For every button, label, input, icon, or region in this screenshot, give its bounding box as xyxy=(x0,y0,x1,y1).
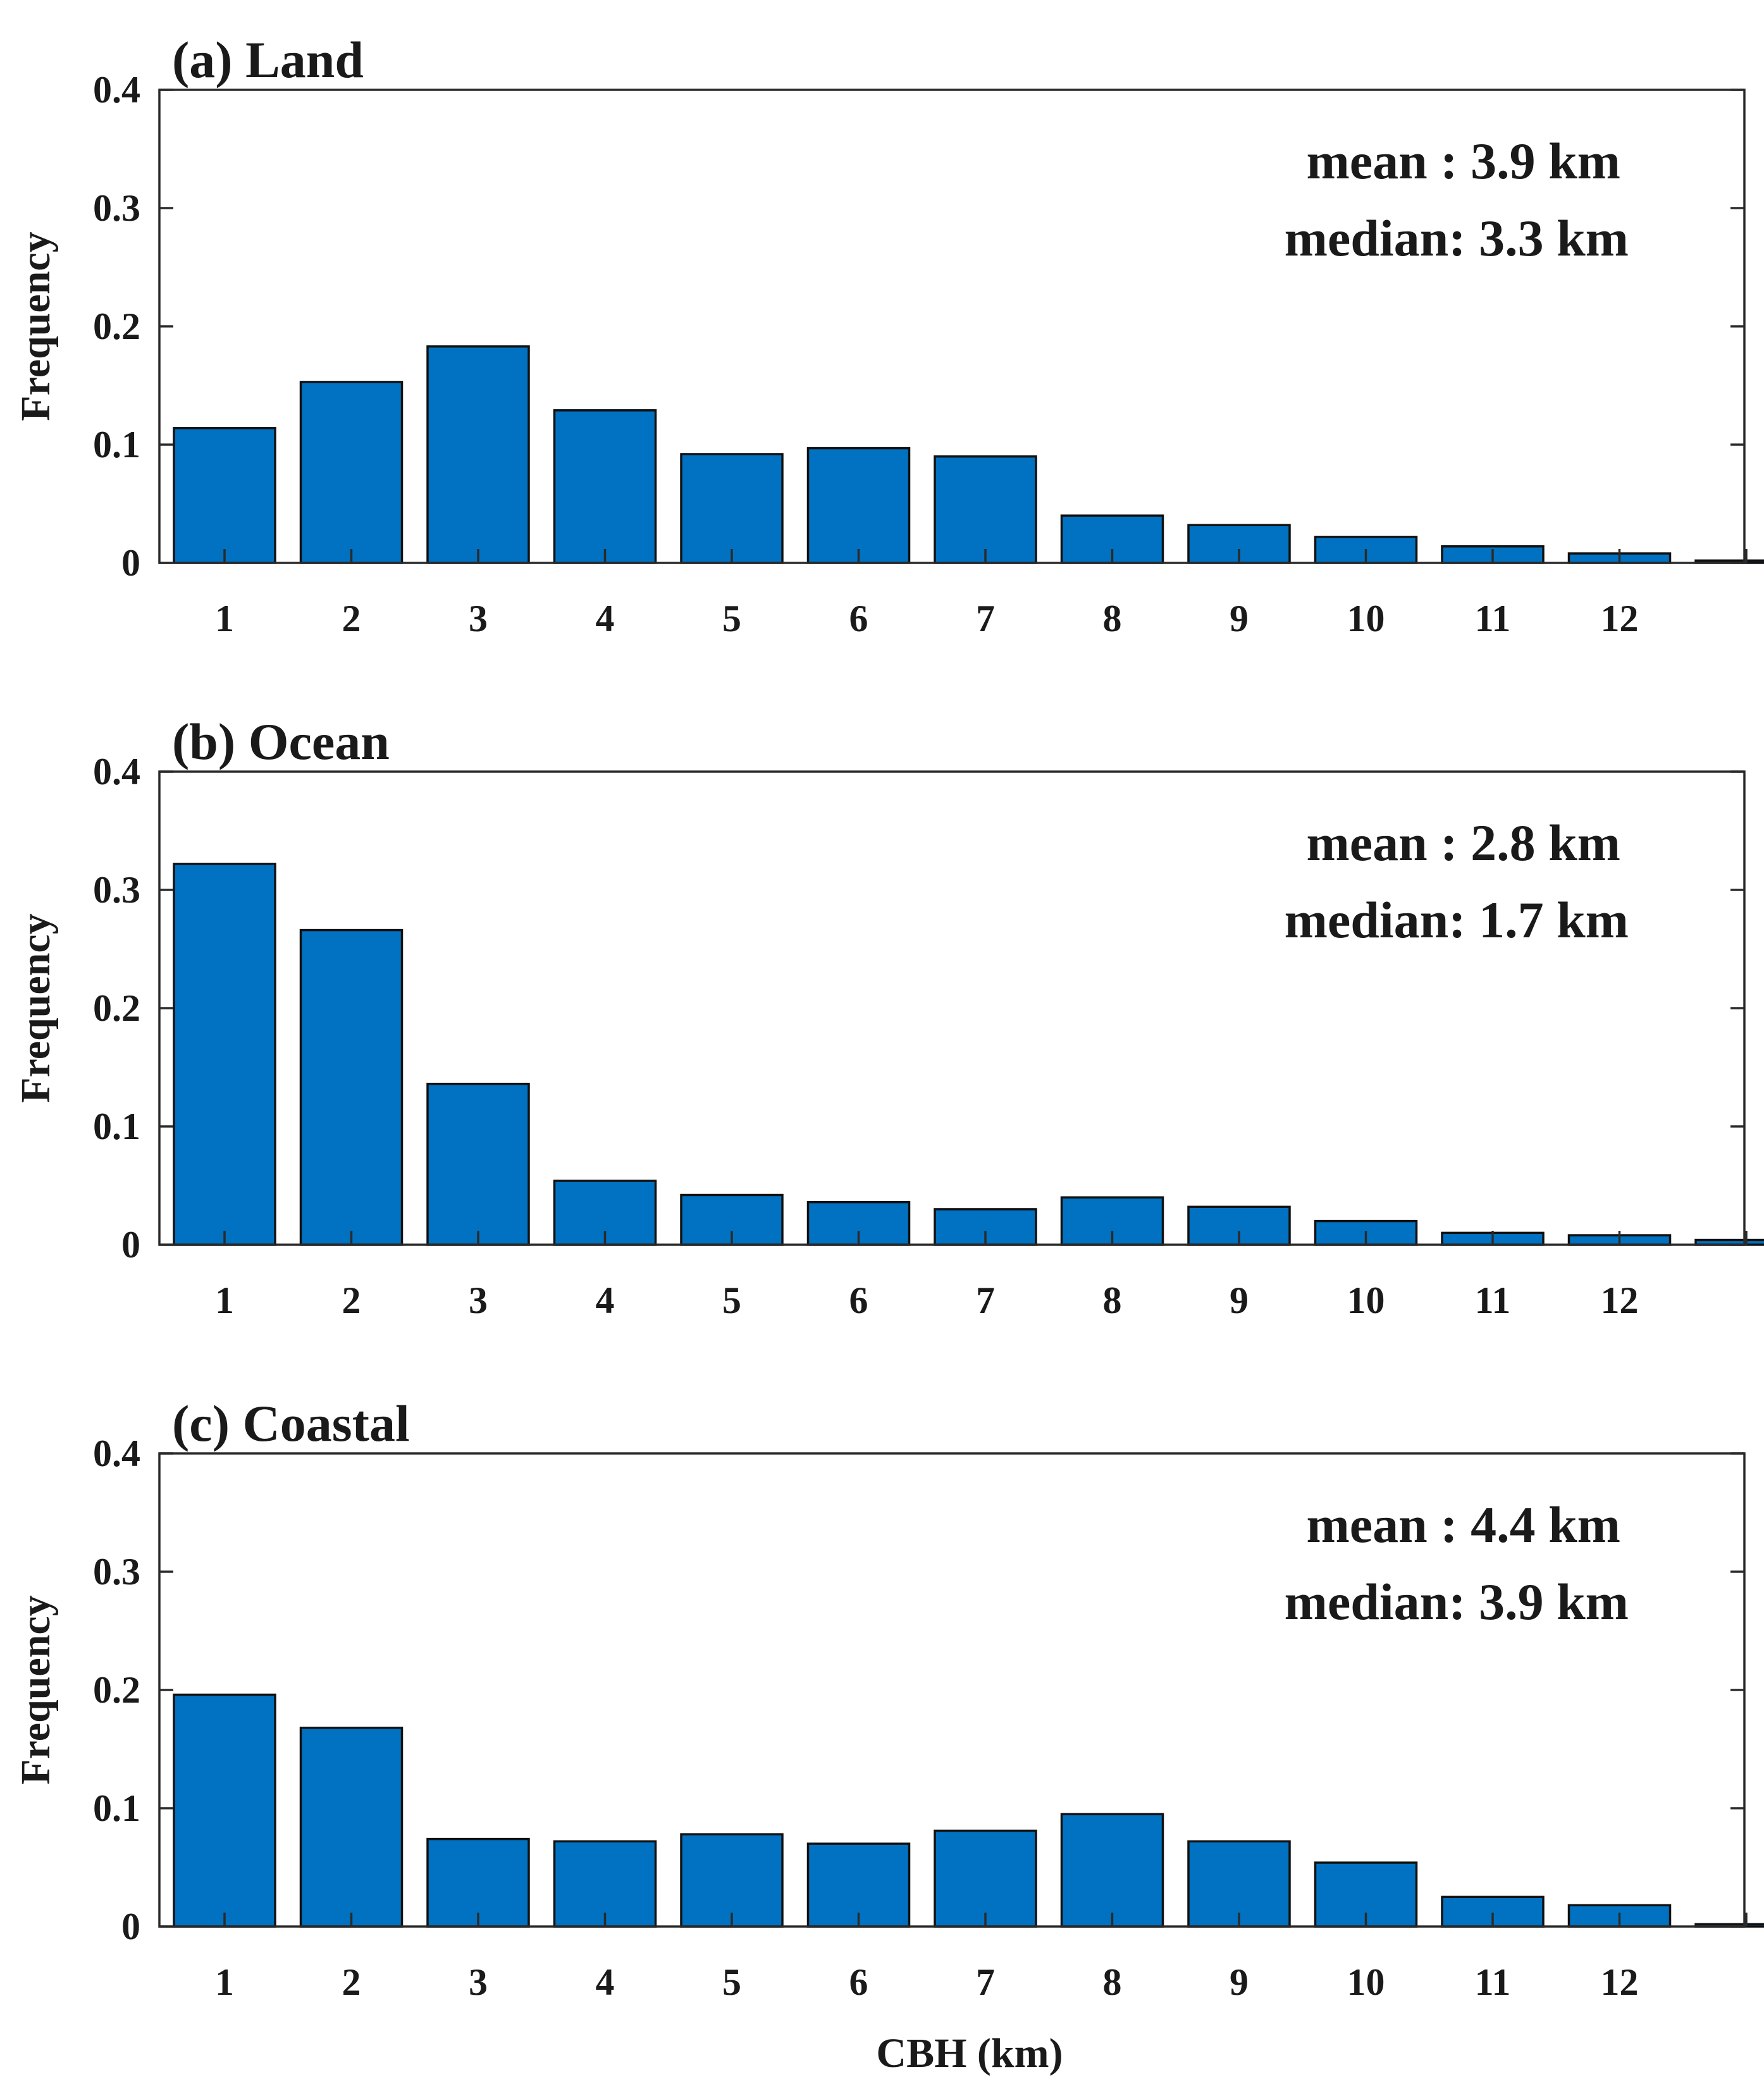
x-tick-label: 1 xyxy=(215,1961,234,2003)
x-tick-label: 12 xyxy=(1601,1961,1639,2003)
x-tick-label: 4 xyxy=(596,1279,615,1321)
mean-annotation: mean : 3.9 km xyxy=(1306,132,1620,190)
x-tick-label: 12 xyxy=(1601,1279,1639,1321)
bar-2 xyxy=(299,381,404,564)
y-tick-label: 0.2 xyxy=(93,987,140,1029)
x-tick-label: 11 xyxy=(1475,1961,1511,2003)
bar-1 xyxy=(173,1693,276,1928)
mean-annotation: mean : 2.8 km xyxy=(1306,814,1620,872)
bar-7 xyxy=(934,1829,1037,1928)
x-tick-label: 11 xyxy=(1475,1279,1511,1321)
x-tick-label: 3 xyxy=(469,1279,488,1321)
x-tick-label: 8 xyxy=(1103,1279,1122,1321)
bar-1 xyxy=(173,863,276,1246)
bar-3 xyxy=(426,345,530,564)
y-tick-label: 0.3 xyxy=(93,1551,140,1593)
panel-title: (a) Land xyxy=(172,31,364,89)
x-tick-label: 6 xyxy=(849,1961,868,2003)
x-tick-label: 9 xyxy=(1230,1279,1249,1321)
y-tick-label: 0.1 xyxy=(93,1787,140,1829)
y-tick-label: 0 xyxy=(121,1224,140,1266)
y-tick-label: 0.4 xyxy=(93,1433,140,1474)
x-tick-label: 7 xyxy=(976,598,995,639)
x-tick-label: 2 xyxy=(342,598,361,639)
y-tick-label: 0.2 xyxy=(93,305,140,347)
x-tick-label: 11 xyxy=(1475,598,1511,639)
median-annotation: median: 3.3 km xyxy=(1285,209,1629,267)
median-annotation: median: 3.9 km xyxy=(1285,1573,1629,1631)
y-tick-label: 0 xyxy=(121,1906,140,1947)
x-tick-label: 9 xyxy=(1230,1961,1249,2003)
x-tick-label: 3 xyxy=(469,1961,488,2003)
bar-6 xyxy=(806,447,911,564)
x-tick-label: 1 xyxy=(215,598,234,639)
y-tick-label: 0.2 xyxy=(93,1669,140,1711)
x-tick-label: 4 xyxy=(596,598,615,639)
mean-annotation: mean : 4.4 km xyxy=(1306,1496,1620,1553)
x-tick-label: 10 xyxy=(1347,598,1385,639)
y-tick-label: 0.1 xyxy=(93,424,140,466)
x-tick-label: 6 xyxy=(849,598,868,639)
y-axis-label: Frequency xyxy=(13,1595,59,1784)
bar-2 xyxy=(299,928,404,1246)
bar-5 xyxy=(680,453,784,564)
x-tick-label: 5 xyxy=(722,598,741,639)
x-tick-label: 2 xyxy=(342,1961,361,2003)
bar-4 xyxy=(553,1840,657,1928)
x-tick-label: 7 xyxy=(976,1279,995,1321)
bar-5 xyxy=(680,1833,784,1928)
x-tick-label: 10 xyxy=(1347,1961,1385,2003)
x-tick-label: 12 xyxy=(1601,598,1639,639)
x-tick-label: 8 xyxy=(1103,598,1122,639)
y-tick-label: 0.3 xyxy=(93,869,140,911)
x-tick-label: 6 xyxy=(849,1279,868,1321)
x-tick-label: 5 xyxy=(722,1961,741,2003)
y-axis-label: Frequency xyxy=(13,913,59,1102)
y-tick-label: 0.4 xyxy=(93,751,140,792)
x-axis-label: CBH (km) xyxy=(876,2030,1063,2076)
panel-title: (c) Coastal xyxy=(172,1395,410,1452)
y-tick-label: 0.1 xyxy=(93,1106,140,1147)
x-tick-label: 3 xyxy=(469,598,488,639)
bar-1 xyxy=(173,427,276,564)
bar-8 xyxy=(1060,1813,1164,1928)
bar-3 xyxy=(426,1082,530,1246)
x-tick-label: 9 xyxy=(1230,598,1249,639)
bar-3 xyxy=(426,1837,530,1928)
panel-title: (b) Ocean xyxy=(172,713,390,770)
y-tick-label: 0 xyxy=(121,542,140,584)
bar-7 xyxy=(934,455,1037,564)
x-tick-label: 2 xyxy=(342,1279,361,1321)
x-tick-label: 5 xyxy=(722,1279,741,1321)
bar-2 xyxy=(299,1727,404,1928)
bar-11 xyxy=(1441,1896,1545,1928)
bar-4 xyxy=(553,409,657,564)
x-tick-label: 7 xyxy=(976,1961,995,2003)
x-tick-label: 8 xyxy=(1103,1961,1122,2003)
x-tick-label: 4 xyxy=(596,1961,615,2003)
x-tick-label: 1 xyxy=(215,1279,234,1321)
y-axis-label: Frequency xyxy=(13,231,59,421)
y-tick-label: 0.4 xyxy=(93,69,140,111)
x-tick-label: 10 xyxy=(1347,1279,1385,1321)
bar-9 xyxy=(1187,1840,1291,1928)
median-annotation: median: 1.7 km xyxy=(1285,891,1629,949)
y-tick-label: 0.3 xyxy=(93,187,140,229)
